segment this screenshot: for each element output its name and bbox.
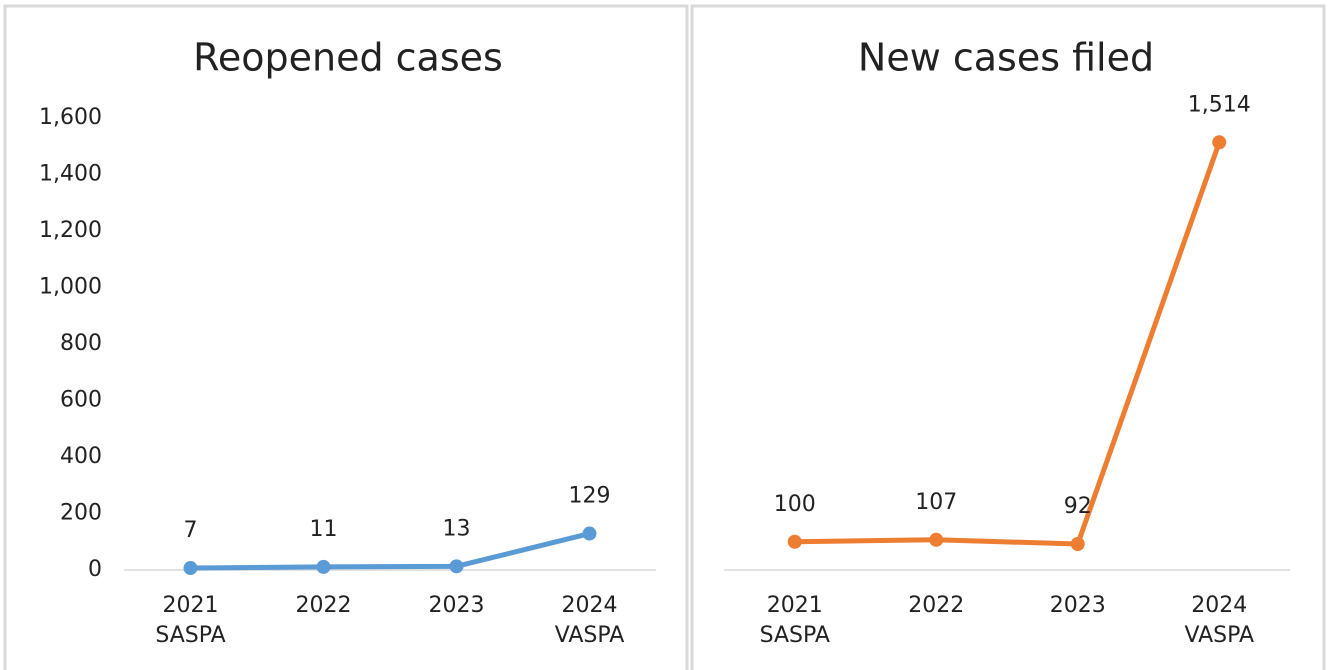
- point: [929, 532, 944, 547]
- y-tick-label: 1,400: [39, 162, 102, 187]
- x-tick-label: VASPA: [555, 623, 625, 648]
- x-tick-label: 2021: [767, 593, 823, 618]
- point: [183, 561, 198, 576]
- data-label: 92: [1064, 494, 1092, 519]
- point: [1212, 135, 1227, 150]
- point: [449, 559, 464, 574]
- panel-border: [690, 4, 1326, 670]
- data-label: 7: [184, 518, 198, 543]
- chart-title: New cases filed: [858, 36, 1154, 80]
- x-tick-label: SASPA: [155, 623, 225, 648]
- point: [787, 534, 802, 549]
- y-tick-label: 1,600: [39, 105, 102, 130]
- y-tick-label: 600: [60, 388, 102, 413]
- x-tick-label: 2024: [562, 593, 618, 618]
- y-tick-label: 1,000: [39, 275, 102, 300]
- y-tick-label: 400: [60, 444, 102, 469]
- point: [1070, 537, 1085, 552]
- data-label: 100: [774, 492, 816, 517]
- x-tick-label: 2022: [296, 593, 352, 618]
- point: [316, 559, 331, 574]
- data-label: 1,514: [1188, 92, 1251, 117]
- x-tick-label: 2021: [163, 593, 219, 618]
- x-tick-label: 2022: [908, 593, 964, 618]
- chart-title: Reopened cases: [193, 36, 503, 80]
- x-tick-label: 2024: [1191, 593, 1247, 618]
- y-tick-label: 0: [88, 557, 102, 582]
- line: [190, 531, 591, 571]
- x-tick-label: 2023: [1050, 593, 1106, 618]
- point: [582, 526, 597, 541]
- data-label: 107: [915, 490, 957, 515]
- y-tick-label: 1,200: [39, 218, 102, 243]
- line: [794, 141, 1222, 547]
- data-label: 11: [310, 517, 338, 542]
- x-tick-label: SASPA: [760, 623, 830, 648]
- y-tick-label: 200: [60, 501, 102, 526]
- panel-border: [3, 4, 689, 670]
- data-label: 129: [569, 484, 611, 509]
- data-label: 13: [443, 516, 471, 541]
- y-tick-label: 800: [60, 331, 102, 356]
- x-tick-label: 2023: [429, 593, 485, 618]
- x-tick-label: VASPA: [1184, 623, 1254, 648]
